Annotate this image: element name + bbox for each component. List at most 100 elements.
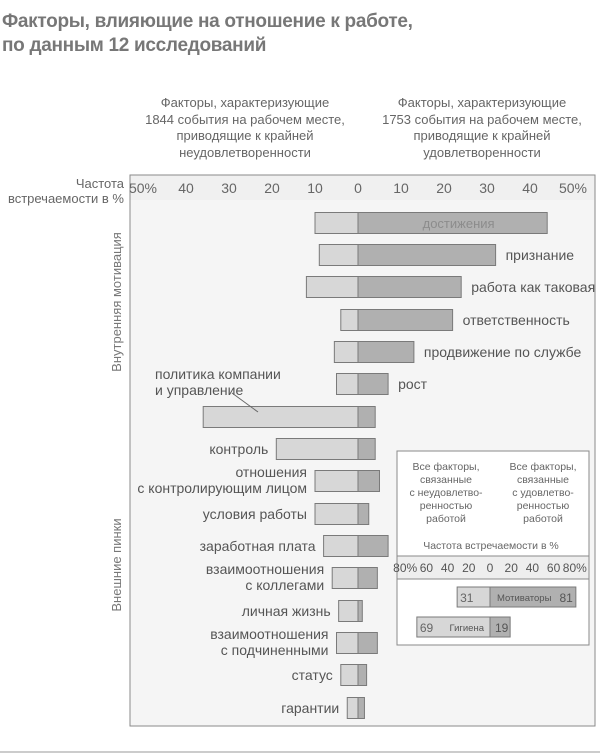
inset-value-label: 81 [560, 591, 574, 605]
inset-box [396, 450, 590, 646]
bar-satisfaction [357, 632, 378, 654]
left-header-line: неудовлетворенности [179, 144, 311, 160]
right-header-line: удовлетворенности [423, 144, 541, 160]
category-label: достижения [423, 216, 495, 231]
title-line-1: Факторы, влияющие на отношение к работе, [2, 11, 413, 32]
category-label: и управление [155, 382, 243, 398]
category-label: с подчиненными [221, 642, 329, 658]
category-label: продвижение по службе [424, 344, 582, 360]
inset-bar-name: Гигиена [449, 623, 484, 634]
bar-satisfaction [357, 373, 389, 395]
bar-satisfaction [357, 438, 376, 460]
inset-tick-band [396, 555, 590, 580]
bar-dissatisfaction [323, 535, 359, 557]
right-column-header: Факторы, характеризующие 1753 события на… [377, 95, 587, 161]
frequency-axis-label: Частота встречаемости в % [0, 176, 124, 206]
bar-dissatisfaction [314, 470, 359, 492]
axis-band [130, 175, 595, 200]
bar-satisfaction [357, 276, 462, 298]
inset-value-label: 19 [495, 621, 509, 635]
category-label: заработная плата [200, 538, 316, 554]
bar-satisfaction [357, 309, 454, 331]
bar-dissatisfaction [314, 503, 359, 525]
bar-satisfaction [357, 697, 365, 719]
inset-bar-name: Мотиваторы [497, 593, 552, 604]
left-column-header: Факторы, характеризующие 1844 события на… [140, 95, 350, 161]
inset-value-label: 69 [420, 621, 434, 635]
x-tick-label: 40 [522, 180, 538, 196]
left-header-line: приводящие к крайней [176, 128, 314, 143]
inset-bar-satisfaction [489, 586, 577, 608]
inset-left-header-line: Все факторы, [412, 461, 479, 473]
category-label: рост [398, 376, 428, 392]
inset-tick-label: 40 [526, 561, 540, 575]
inset-tick-label: 80% [393, 561, 417, 575]
bar-dissatisfaction [338, 600, 359, 622]
bar-dissatisfaction [336, 632, 359, 654]
bar-dissatisfaction [275, 438, 359, 460]
bar-satisfaction [357, 212, 548, 234]
category-label: условия работы [203, 506, 307, 522]
inset-tick-label: 80% [563, 561, 587, 575]
left-header-line: Факторы, характеризующие [160, 95, 330, 110]
category-label: политика компании [155, 366, 281, 382]
category-label: с контролирующим лицом [137, 480, 307, 496]
x-tick-label: 50% [559, 180, 587, 196]
x-tick-label: 10 [307, 180, 323, 196]
x-tick-label: 30 [479, 180, 495, 196]
inset-left-header-line: ренностью [420, 500, 473, 512]
group-label-hygiene: Внешние пинки [109, 518, 124, 611]
right-header-line: 1753 события на рабочем месте, [382, 111, 582, 127]
inset-left-header-line: работой [426, 513, 466, 525]
left-header-line: 1844 события на рабочем месте, [145, 111, 345, 127]
inset-right-header-line: Все факторы, [509, 461, 576, 473]
category-label: гарантии [281, 700, 339, 716]
bar-satisfaction [357, 406, 376, 428]
category-label: ответственность [463, 312, 570, 328]
inset-left-header-line: связанные [420, 474, 472, 486]
frequency-label-line: встречаемости в % [7, 191, 124, 206]
title-line-2: по данным 12 исследований [2, 35, 267, 56]
x-tick-label: 40 [178, 180, 194, 196]
inset-right-header-line: ренностью [517, 500, 570, 512]
bar-satisfaction [357, 341, 415, 363]
inset-tick-label: 20 [462, 561, 476, 575]
category-label: признание [506, 247, 575, 263]
inset-tick-label: 0 [487, 561, 494, 575]
bar-dissatisfaction [202, 406, 359, 428]
inset-right-header-line: с удовлетво- [512, 487, 574, 499]
bar-dissatisfaction [333, 341, 359, 363]
bar-dissatisfaction [305, 276, 359, 298]
bar-dissatisfaction [336, 373, 359, 395]
bar-dissatisfaction [331, 567, 359, 589]
x-tick-label: 10 [393, 180, 409, 196]
chart-title: Факторы, влияющие на отношение к работе,… [2, 10, 562, 58]
inset-axis-label: Частота встречаемости в % [423, 540, 559, 552]
leader-line [231, 392, 259, 413]
category-label: контроль [209, 441, 268, 457]
x-tick-label: 50% [129, 180, 157, 196]
inset-bar-satisfaction [489, 616, 511, 638]
bar-dissatisfaction [318, 244, 359, 266]
category-label: статус [292, 667, 333, 683]
bar-dissatisfaction [314, 212, 359, 234]
category-label: взаимоотношения [210, 626, 328, 642]
bar-satisfaction [357, 535, 389, 557]
right-header-line: Факторы, характеризующие [397, 95, 567, 110]
bar-satisfaction [357, 600, 363, 622]
x-tick-label: 20 [264, 180, 280, 196]
right-header-line: приводящие к крайней [413, 128, 551, 143]
inset-tick-label: 40 [441, 561, 455, 575]
bar-dissatisfaction [340, 309, 359, 331]
bar-satisfaction [357, 567, 378, 589]
x-tick-label: 30 [221, 180, 237, 196]
category-label: с коллегами [245, 577, 324, 593]
category-label: взаимоотношения [206, 561, 324, 577]
bar-dissatisfaction [340, 664, 359, 686]
inset-tick-label: 60 [420, 561, 434, 575]
group-label-intrinsic: Внутренняя мотивация [109, 232, 124, 372]
inset-value-label: 31 [460, 591, 474, 605]
x-tick-label: 20 [436, 180, 452, 196]
inset-right-header-line: связанные [517, 474, 569, 486]
